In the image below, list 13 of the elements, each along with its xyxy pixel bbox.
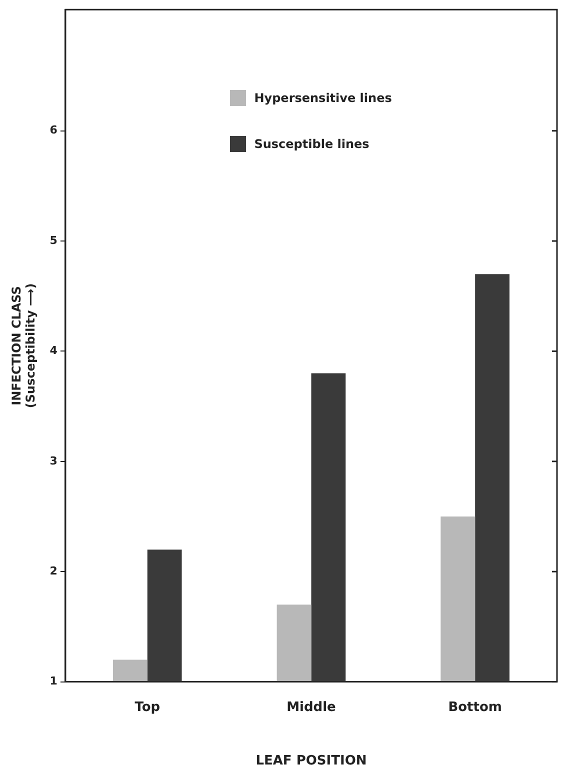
x-tick-label: Top — [134, 700, 160, 715]
y-tick-label: 5 — [50, 234, 58, 247]
y-tick-label: 4 — [50, 344, 58, 358]
y-axis-title: INFECTION CLASS (Susceptibility ⟶) — [9, 283, 38, 408]
x-tick-label: Middle — [286, 700, 336, 715]
y-tick-label: 6 — [50, 124, 58, 137]
y-tick-label: 1 — [50, 674, 58, 688]
legend-label: Hypersensitive lines — [254, 90, 392, 105]
y-tick-label: 3 — [50, 454, 58, 468]
y-tick-label: 2 — [50, 564, 58, 578]
legend-label: Susceptible lines — [254, 136, 370, 151]
x-tick-label: Bottom — [448, 700, 502, 715]
x-axis-title: LEAF POSITION — [256, 754, 367, 769]
